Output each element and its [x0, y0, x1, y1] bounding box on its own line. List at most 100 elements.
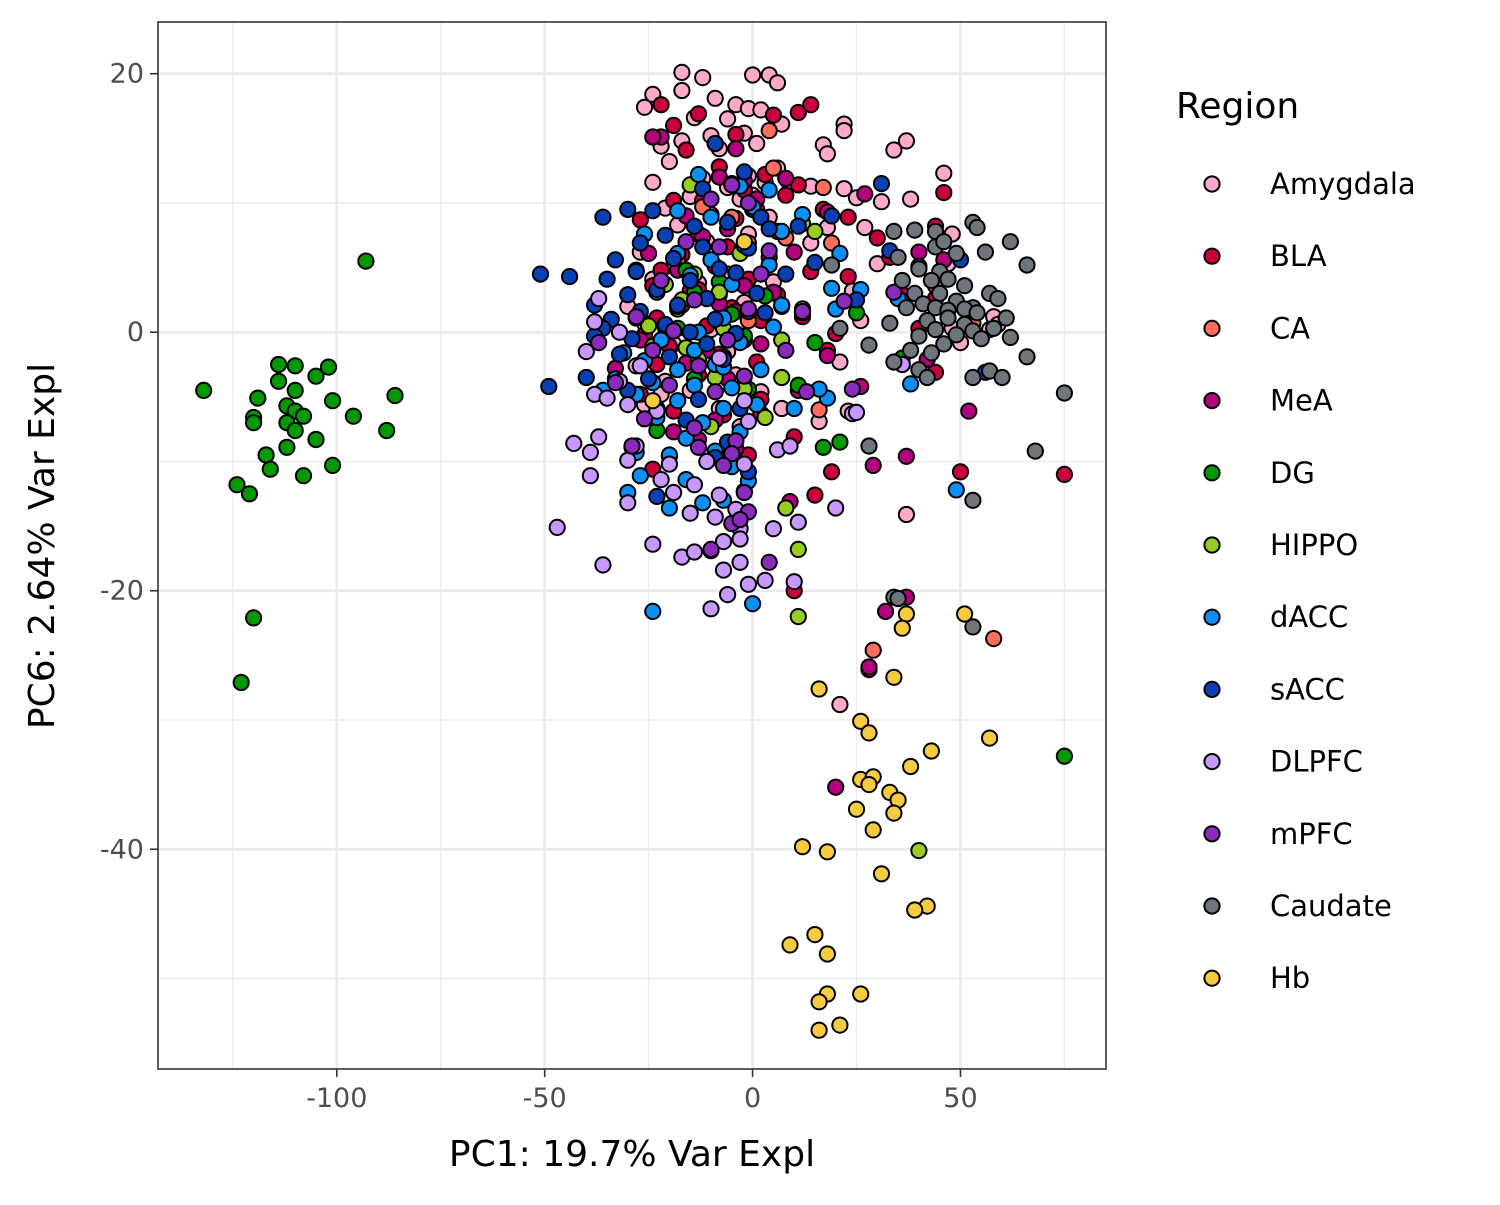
- point-dacc: [702, 208, 720, 226]
- point-hb: [922, 742, 941, 760]
- point-caudate: [860, 437, 878, 455]
- legend-item-amygdala: Amygdala: [1203, 167, 1416, 201]
- point-dacc: [689, 165, 708, 184]
- point-sacc: [681, 271, 699, 290]
- point-sacc: [631, 234, 649, 252]
- point-dg: [228, 476, 246, 494]
- point-ca: [814, 178, 832, 197]
- point-hb: [902, 757, 920, 776]
- point-bla: [665, 116, 683, 135]
- point-mpfc: [710, 238, 728, 256]
- point-dlpfc: [719, 586, 737, 604]
- point-dg: [245, 609, 263, 627]
- point-dg: [286, 421, 304, 440]
- point-mea: [860, 658, 878, 676]
- legend-label-mea: MeA: [1270, 384, 1333, 418]
- point-dlpfc: [581, 467, 600, 485]
- point-caudate: [1055, 384, 1074, 402]
- point-bla: [839, 208, 857, 226]
- point-dg: [195, 381, 213, 399]
- point-dacc: [831, 244, 849, 262]
- point-hb: [735, 233, 753, 251]
- legend-key-dlpfc: [1203, 753, 1221, 771]
- point-mea: [777, 169, 795, 187]
- point-dlpfc: [652, 471, 670, 489]
- point-mea: [785, 243, 803, 261]
- legend-key-hb: [1203, 969, 1221, 987]
- point-dlpfc: [764, 520, 783, 538]
- point-hb: [885, 804, 903, 822]
- legend-item-hippo: HIPPO: [1203, 528, 1358, 562]
- point-hb: [885, 668, 903, 686]
- point-dacc: [685, 376, 704, 394]
- point-caudate: [831, 319, 849, 337]
- point-hb: [818, 843, 837, 861]
- point-bla: [1055, 465, 1074, 483]
- point-bla: [935, 184, 953, 202]
- point-dlpfc: [594, 556, 612, 574]
- point-caudate: [997, 309, 1015, 327]
- point-hb: [860, 724, 878, 742]
- point-sacc: [540, 377, 558, 396]
- point-sacc: [748, 284, 766, 302]
- point-hb: [872, 865, 891, 883]
- point-bla: [777, 186, 795, 204]
- series-mpfc: [590, 176, 903, 571]
- point-mea: [752, 335, 770, 353]
- point-bla: [727, 125, 745, 144]
- point-hb: [906, 901, 924, 919]
- point-mpfc: [702, 190, 720, 208]
- point-hb: [810, 1021, 828, 1039]
- point-dg: [294, 407, 313, 425]
- point-dg: [270, 372, 288, 390]
- point-dlpfc: [731, 553, 749, 571]
- point-dlpfc: [586, 313, 604, 331]
- point-dlpfc: [590, 428, 608, 446]
- point-caudate: [889, 589, 907, 608]
- point-sacc: [681, 323, 699, 341]
- point-caudate: [860, 336, 878, 354]
- point-mpfc: [835, 292, 853, 310]
- point-dlpfc: [685, 543, 704, 561]
- point-mpfc: [714, 456, 733, 474]
- point-dg: [257, 446, 275, 464]
- point-mpfc: [739, 300, 758, 318]
- point-hb: [852, 985, 870, 1003]
- point-dg: [1055, 747, 1074, 765]
- point-dacc: [764, 318, 783, 336]
- point-caudate: [823, 256, 841, 274]
- point-dg: [286, 381, 304, 399]
- point-caudate: [1001, 328, 1020, 346]
- point-hippo: [789, 540, 807, 559]
- point-dlpfc: [827, 499, 845, 517]
- point-mea: [910, 243, 928, 261]
- point-dg: [232, 673, 250, 692]
- point-dlpfc: [714, 533, 733, 551]
- point-mpfc: [652, 271, 670, 290]
- point-bla: [689, 105, 708, 123]
- point-caudate: [881, 314, 899, 332]
- legend-item-bla: BLA: [1203, 239, 1327, 273]
- legend-key-ca: [1203, 319, 1221, 337]
- legend-label-amygdala: Amygdala: [1270, 167, 1416, 201]
- point-bla: [951, 463, 970, 481]
- point-sacc: [619, 200, 637, 218]
- point-caudate: [985, 319, 1003, 337]
- legend-label-dlpfc: DLPFC: [1270, 745, 1363, 779]
- point-mpfc: [739, 194, 758, 212]
- point-sacc: [669, 296, 687, 314]
- data-points: [195, 63, 1074, 1039]
- point-mpfc: [719, 331, 737, 349]
- point-dg: [814, 438, 832, 456]
- point-dlpfc: [685, 476, 704, 494]
- point-caudate: [1001, 233, 1020, 251]
- point-dlpfc: [714, 561, 733, 579]
- point-dg: [319, 358, 338, 376]
- legend-label-hb: Hb: [1270, 961, 1310, 995]
- point-caudate: [935, 233, 953, 251]
- point-mea: [897, 447, 916, 465]
- point-sacc: [823, 207, 841, 225]
- point-caudate: [931, 284, 949, 302]
- point-dlpfc: [681, 504, 699, 522]
